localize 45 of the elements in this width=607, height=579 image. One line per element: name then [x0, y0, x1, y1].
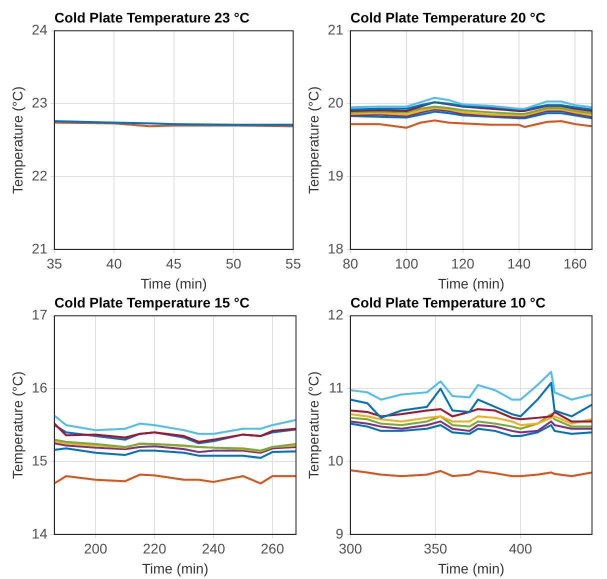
y-tick-label: 21: [328, 22, 344, 38]
y-tick-label: 21: [32, 240, 48, 256]
x-tick-label: 160: [563, 256, 588, 272]
x-axis-title: Time (min): [140, 275, 207, 292]
x-tick-label: 50: [226, 256, 242, 272]
x-tick-label: 100: [394, 256, 418, 272]
chart-title: Cold Plate Temperature 20 °C: [350, 9, 546, 26]
x-axis-title: Time (min): [438, 560, 504, 576]
x-tick-label: 55: [285, 256, 302, 272]
x-axis-title: Time (min): [142, 560, 208, 576]
y-tick-label: 18: [328, 240, 344, 256]
x-tick-label: 260: [260, 540, 284, 557]
y-tick-label: 14: [32, 525, 48, 542]
x-tick-label: 350: [424, 540, 448, 557]
x-tick-label: 240: [202, 540, 226, 557]
x-tick-label: 140: [507, 256, 531, 272]
y-tick-label: 10: [328, 452, 344, 468]
y-tick-label: 23: [32, 94, 48, 111]
x-tick-label: 400: [508, 540, 532, 557]
chart-title: Cold Plate Temperature 10 °C: [350, 294, 546, 310]
y-tick-label: 22: [32, 167, 48, 184]
x-tick-label: 120: [451, 256, 475, 272]
x-tick-label: 200: [84, 540, 108, 557]
x-tick-label: 45: [166, 256, 182, 272]
y-tick-label: 15: [32, 452, 48, 468]
chart-title: Cold Plate Temperature 15 °C: [54, 294, 250, 310]
y-tick-label: 20: [328, 94, 344, 111]
y-tick-label: 17: [32, 306, 48, 323]
y-tick-label: 19: [328, 167, 344, 184]
y-tick-label: 9: [336, 525, 344, 542]
y-tick-label: 24: [32, 22, 48, 38]
x-tick-label: 40: [106, 256, 122, 272]
chart-title: Cold Plate Temperature 23 °C: [54, 9, 250, 26]
y-tick-label: 16: [32, 380, 48, 396]
x-axis-title: Time (min): [438, 275, 504, 292]
y-axis-title: Temperature (°C): [9, 371, 26, 479]
x-tick-label: 300: [338, 540, 362, 557]
y-tick-label: 12: [328, 306, 344, 323]
y-axis-title: Temperature (°C): [305, 86, 322, 194]
y-axis-title: Temperature (°C): [305, 371, 322, 479]
y-tick-label: 11: [328, 380, 344, 396]
y-axis-title: Temperature (°C): [9, 86, 26, 194]
x-tick-label: 80: [342, 256, 358, 272]
x-tick-label: 220: [142, 540, 166, 557]
x-tick-label: 35: [46, 256, 62, 272]
